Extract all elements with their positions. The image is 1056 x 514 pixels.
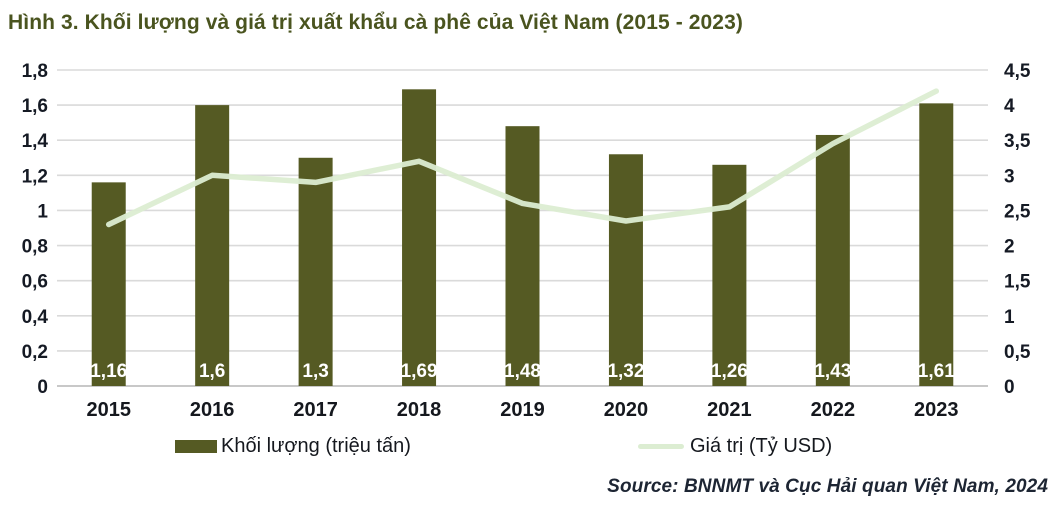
volume-bar-2016 [195,105,230,386]
legend-label-volume: Khối lượng (triệu tấn) [221,434,411,457]
legend: Khối lượng (triệu tấn) Giá trị (Tỷ USD) [0,430,1056,462]
volume-bar-2018 [402,89,437,387]
volume-bar-2017 [298,157,333,386]
legend-item-volume: Khối lượng (triệu tấn) [175,430,411,462]
right-axis-tick-label: 1 [1004,307,1015,328]
left-axis-tick-label: 0,8 [22,237,48,258]
left-axis-tick-label: 1,8 [22,61,48,82]
right-axis-tick-label: 0 [1004,377,1015,398]
value-line-swatch-icon [638,443,684,449]
right-axis-tick-label: 3,5 [1004,131,1031,152]
volume-bar-2023 [919,103,954,386]
bar-value-label: 1,69 [401,361,438,382]
left-axis-tick-label: 0,4 [22,307,49,328]
chart-title: Hình 3. Khối lượng và giá trị xuất khẩu … [8,11,743,34]
left-axis-tick-label: 0,2 [22,342,48,363]
volume-bar-2015 [91,182,126,386]
right-axis-tick-label: 2 [1004,237,1015,258]
bar-value-label: 1,16 [90,361,127,382]
right-axis-tick-label: 4 [1004,96,1015,117]
volume-bar-2022 [815,134,850,386]
category-label-2019: 2019 [500,399,545,421]
bar-value-label: 1,6 [199,361,225,382]
volume-bar-2019 [505,126,540,386]
legend-item-value: Giá trị (Tỷ USD) [638,430,832,462]
right-axis-tick-label: 0,5 [1004,342,1031,363]
left-axis-tick-label: 0,6 [22,272,48,293]
category-label-2017: 2017 [293,399,338,421]
category-label-2023: 2023 [914,399,959,421]
bar-value-label: 1,48 [504,361,541,382]
category-label-2020: 2020 [604,399,649,421]
left-axis-tick-label: 1,2 [22,166,48,187]
category-label-2022: 2022 [811,399,856,421]
value-line [105,88,940,228]
category-label-2018: 2018 [397,399,442,421]
right-axis-tick-label: 3 [1004,166,1015,187]
legend-label-value: Giá trị (Tỷ USD) [690,434,833,457]
left-axis-tick-label: 1,4 [22,131,49,152]
category-label-2021: 2021 [707,399,752,421]
volume-bar-2020 [608,154,643,386]
category-label-2015: 2015 [86,399,131,421]
bar-value-label: 1,3 [302,361,328,382]
left-axis-tick-label: 0 [37,377,48,398]
right-axis-tick-label: 4,5 [1004,61,1031,82]
right-axis-tick-label: 1,5 [1004,272,1031,293]
bar-value-label: 1,61 [918,361,955,382]
bar-value-label: 1,32 [607,361,644,382]
volume-bar-swatch-icon [175,439,217,453]
left-axis-tick-label: 1 [37,201,48,222]
left-axis-tick-label: 1,6 [22,96,48,117]
bar-value-label: 1,26 [711,361,748,382]
category-label-2016: 2016 [190,399,235,421]
right-axis-tick-label: 2,5 [1004,201,1031,222]
source-note: Source: BNNMT và Cục Hải quan Việt Nam, … [607,476,1048,497]
bar-value-label: 1,43 [814,361,851,382]
